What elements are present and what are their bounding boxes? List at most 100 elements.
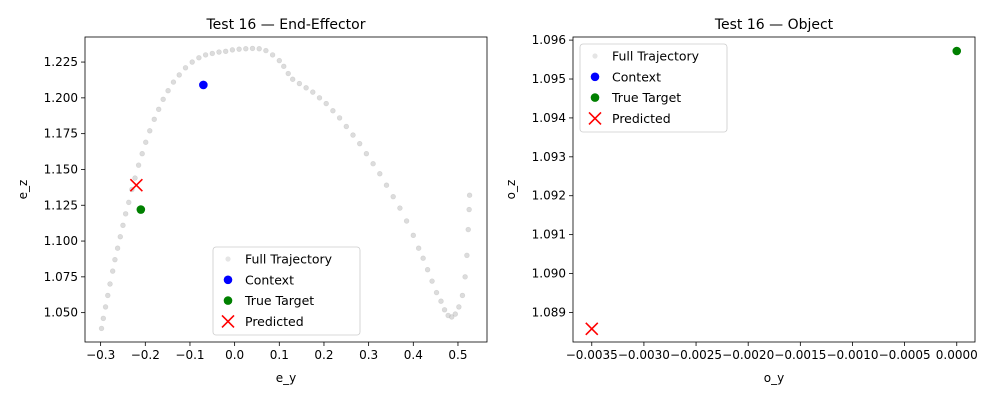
series-context [199,80,208,90]
data-point [98,325,105,332]
data-point [147,128,153,134]
data-point [160,96,166,102]
data-point [132,175,138,181]
data-point [117,234,123,240]
y-tick-label: 1.096 [532,33,566,47]
series-true-target [136,205,146,214]
x-axis-label: o_y [764,371,784,385]
x-tick-label: −0.0030 [618,348,670,362]
data-point [462,274,468,280]
data-point [249,45,256,52]
data-point [438,298,444,304]
data-point [316,95,323,101]
data-point [410,232,416,239]
legend-marker [588,111,602,125]
legend-marker [223,275,233,285]
legend-marker [590,93,600,102]
data-point [202,52,209,58]
data-point [449,314,455,320]
legend-marker [592,53,598,59]
x-tick-label: −0.0035 [566,348,618,362]
data-point [139,151,145,157]
series-predicted [585,322,599,336]
x-tick-label: −0.0025 [670,348,722,362]
data-point [120,222,126,228]
data-point [196,55,202,61]
data-point [390,193,396,200]
data-point [383,182,390,188]
axes-frame [572,36,976,343]
y-tick-label: 1.092 [532,189,566,203]
series-predicted [129,178,143,192]
data-point [114,245,121,251]
data-point [420,255,426,261]
data-point [363,151,370,157]
data-point [229,47,236,53]
y-tick-label: 1.125 [44,198,78,212]
legend-label: True Target [611,90,681,105]
legend-marker [590,72,600,82]
chart-title: Test 16 — Object [714,17,834,33]
data-point [459,292,466,299]
object-subplot: −0.0035 −0.0030 −0.0025 −0.0020 −0.0015 −0.00… [504,17,978,385]
y-tick-label: 1.094 [532,111,566,125]
data-point [336,115,343,121]
x-tick-label: 0.4 [404,348,423,362]
series-full-trajectory [98,45,473,332]
legend-marker [221,314,235,328]
legend-box [212,246,361,336]
x-tick-label: 0.0000 [936,348,978,362]
data-point [216,49,222,55]
data-point [350,132,356,138]
data-point [452,311,458,317]
y-tick-label: 1.093 [532,150,566,164]
y-tick-label: 1.100 [44,234,78,248]
data-point [285,70,291,77]
data-point [126,199,132,206]
data-point [466,192,473,198]
data-point [952,46,962,56]
x-tick-label: 0.3 [359,348,378,362]
x-tick-label: −0.3 [86,348,115,362]
series-true-target [952,46,962,56]
data-point [209,50,216,57]
x-tick-label: 0.5 [448,348,467,362]
data-point [357,140,363,147]
data-point [105,292,111,299]
data-point [151,116,157,123]
legend: Full Trajectory Context True Target Predict… [579,43,728,133]
data-point [303,85,309,91]
data-point [370,161,376,167]
data-point [281,63,287,70]
data-point [323,100,329,107]
y-tick-label: 1.089 [532,305,566,319]
y-tick-label: 1.225 [44,55,78,69]
data-point [136,205,146,214]
y-tick-label: 1.075 [44,270,78,284]
data-point [343,123,349,130]
data-point [236,46,242,52]
data-point [165,87,171,94]
data-point [441,307,448,313]
data-point [465,226,471,233]
data-point [466,206,472,213]
x-tick-label: −0.0010 [826,348,878,362]
legend-label: Full Trajectory [612,49,700,64]
y-axis-label: e_z [16,180,30,200]
legend-label: Predicted [612,111,671,126]
data-point [122,211,129,217]
x-tick-label: −0.2 [131,348,160,362]
data-point [143,139,149,145]
data-point [112,256,118,263]
data-point [156,106,162,113]
legend-marker [225,256,231,262]
x-tick-label: −0.1 [175,348,204,362]
x-tick-label: −0.0015 [774,348,826,362]
y-tick-label: 1.150 [44,162,78,176]
data-point [269,52,276,58]
data-point [290,76,296,82]
legend-label: Context [245,272,294,287]
data-point [263,47,269,54]
